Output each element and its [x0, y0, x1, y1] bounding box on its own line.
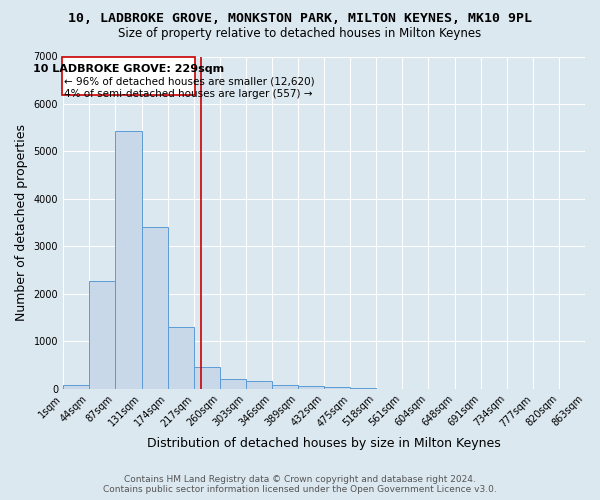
- Text: 10, LADBROKE GROVE, MONKSTON PARK, MILTON KEYNES, MK10 9PL: 10, LADBROKE GROVE, MONKSTON PARK, MILTO…: [68, 12, 532, 26]
- X-axis label: Distribution of detached houses by size in Milton Keynes: Distribution of detached houses by size …: [147, 437, 501, 450]
- Bar: [246, 382, 272, 389]
- Text: 4% of semi-detached houses are larger (557) →: 4% of semi-detached houses are larger (5…: [64, 89, 313, 99]
- Text: Contains HM Land Registry data © Crown copyright and database right 2024.
Contai: Contains HM Land Registry data © Crown c…: [103, 474, 497, 494]
- Bar: [89, 280, 115, 389]
- Bar: [194, 368, 220, 389]
- Bar: [272, 384, 298, 389]
- Bar: [324, 387, 350, 389]
- Text: Size of property relative to detached houses in Milton Keynes: Size of property relative to detached ho…: [118, 28, 482, 40]
- Bar: [298, 386, 324, 389]
- Text: ← 96% of detached houses are smaller (12,620): ← 96% of detached houses are smaller (12…: [64, 77, 315, 87]
- Bar: [115, 131, 142, 389]
- Bar: [220, 380, 246, 389]
- FancyBboxPatch shape: [62, 56, 195, 96]
- Bar: [142, 228, 168, 389]
- Y-axis label: Number of detached properties: Number of detached properties: [15, 124, 28, 321]
- Bar: [168, 326, 194, 389]
- Bar: [63, 385, 89, 389]
- Text: 10 LADBROKE GROVE: 229sqm: 10 LADBROKE GROVE: 229sqm: [33, 64, 224, 74]
